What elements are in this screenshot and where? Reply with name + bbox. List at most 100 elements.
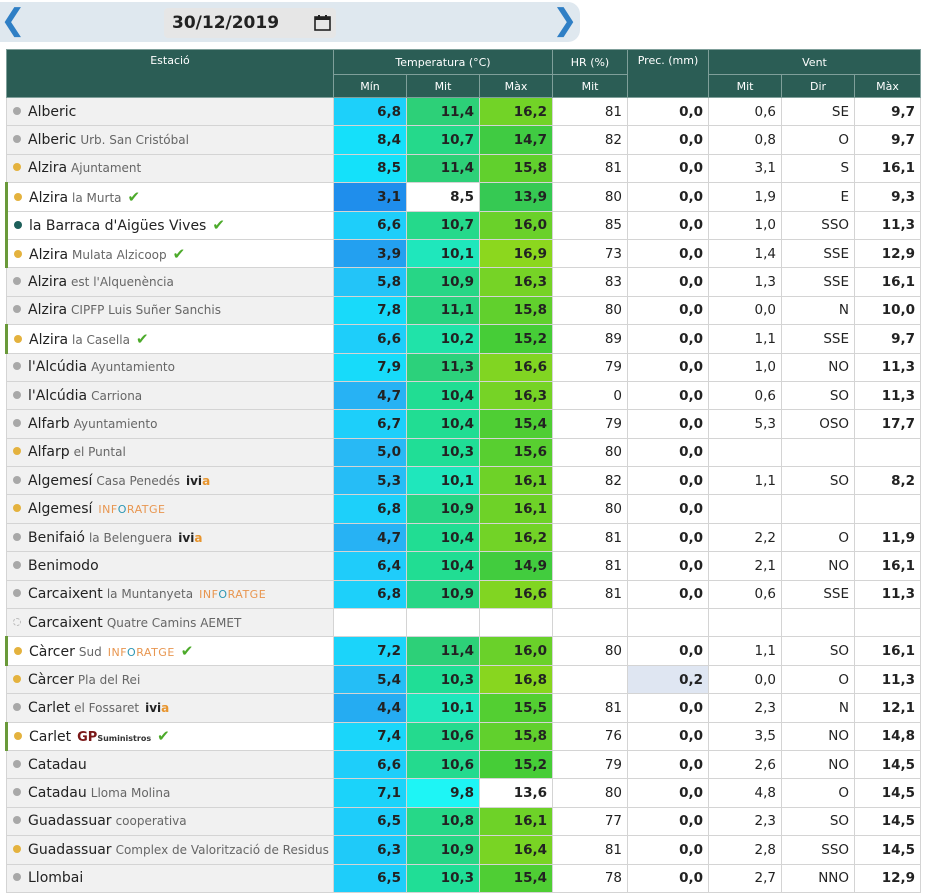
station-name: Alzira <box>29 189 69 206</box>
wind-mit-cell: 2,1 <box>708 551 783 581</box>
check-icon: ✔ <box>212 216 225 235</box>
precipitation-cell: 0,0 <box>627 806 710 837</box>
table-row[interactable]: Carcaixent Quatre Camins AEMET <box>6 608 922 638</box>
table-row[interactable]: Alberic Urb. San Cristóbal 8,4 10,7 14,7 82 0,… <box>6 125 922 155</box>
table-row[interactable]: Alberic 6,8 11,4 16,2 81 0,0 0,6 SE 9,7 <box>6 96 922 127</box>
table-row[interactable]: Càrcer Pla del Rei 5,4 10,3 16,8 0,2 0,0 O 11,3 <box>6 664 922 695</box>
table-row[interactable]: Guadassuar Complex de Valorització de Res… <box>6 835 922 865</box>
table-row[interactable]: Alfarp el Puntal 5,0 10,3 15,6 80 0,0 <box>6 437 922 468</box>
table-row[interactable]: Benimodo 6,4 10,4 14,9 81 0,0 2,1 NO 16,1 <box>6 551 922 581</box>
station-cell[interactable]: Alzira Ajuntament <box>6 153 334 184</box>
chevron-left-icon[interactable]: ❮ <box>0 3 26 38</box>
temp-min-cell: 5,0 <box>333 437 407 468</box>
table-row[interactable]: Carlet GPSuministros ✔ 7,4 10,6 15,8 76 0,0 3,5 N… <box>5 721 922 751</box>
table-row[interactable]: Alzira Ajuntament 8,5 11,4 15,8 81 0,0 3,1 S 16,1 <box>6 153 922 184</box>
table-row[interactable]: Benifaió la Belenguera ivia 4,7 10,4 16,2 81 0,… <box>6 522 922 553</box>
calendar-icon[interactable] <box>314 15 331 31</box>
station-cell[interactable]: Alfarb Ayuntamiento <box>6 409 334 439</box>
wind-dir-cell: NO <box>781 551 856 581</box>
station-location: la Belenguera <box>88 530 173 545</box>
status-dot <box>13 816 21 825</box>
table-row[interactable]: la Barraca d'Aigües Vives ✔ 6,6 10,7 16,0 85 0… <box>5 210 922 240</box>
station-cell[interactable]: Catadau <box>6 749 334 780</box>
status-dot <box>13 135 21 144</box>
station-cell[interactable]: Carcaixent la Muntanyeta INFORATGE <box>6 579 334 610</box>
table-row[interactable]: Algemesí Casa Penedés ivia 5,3 10,1 16,1 82 0,0… <box>6 466 922 496</box>
table-row[interactable]: Catadau Lloma Molina 7,1 9,8 13,6 80 0,0 4,8 O 14… <box>6 778 922 808</box>
table-row[interactable]: Alzira la Casella ✔ 6,6 10,2 15,2 89 0,0 1,1 SSE 9… <box>5 324 922 354</box>
wind-mit-cell: 4,8 <box>708 778 783 808</box>
station-location: la Muntanyeta <box>106 587 194 602</box>
wind-mit-cell <box>708 437 783 468</box>
station-cell[interactable]: Algemesí Casa Penedés ivia <box>6 466 334 496</box>
status-dot <box>13 674 21 683</box>
station-cell[interactable]: Benimodo <box>6 551 334 581</box>
station-name: l'Alcúdia <box>28 359 88 376</box>
station-cell[interactable]: l'Alcúdia Ayuntamiento <box>6 352 334 382</box>
station-cell[interactable]: Catadau Lloma Molina <box>6 778 334 808</box>
station-cell[interactable]: Carcaixent Quatre Camins AEMET <box>6 608 334 638</box>
wind-dir-cell: O <box>781 664 856 695</box>
temp-mit-cell: 10,6 <box>406 749 480 780</box>
temp-mit-cell: 10,7 <box>406 210 480 240</box>
station-cell[interactable]: Llombai <box>6 863 334 893</box>
station-cell[interactable]: Benifaió la Belenguera ivia <box>6 522 334 553</box>
station-cell[interactable]: Alberic <box>6 96 334 127</box>
inforatge-logo-accent: O <box>218 588 228 602</box>
station-cell[interactable]: Guadassuar cooperativa <box>6 806 334 837</box>
station-cell[interactable]: Càrcer Sud INFORATGE ✔ <box>5 636 334 666</box>
chevron-right-icon[interactable]: ❯ <box>552 3 578 38</box>
station-cell[interactable]: Alzira est l'Alquenència <box>6 267 334 297</box>
humidity-cell: 81 <box>552 96 629 127</box>
station-cell[interactable]: Alzira CIPFP Luis Suñer Sanchis <box>6 295 334 326</box>
temp-max-cell: 16,0 <box>478 636 554 666</box>
table-row[interactable]: Carcaixent la Muntanyeta INFORATGE 6,8 10,9 1… <box>6 579 922 610</box>
station-cell[interactable]: la Barraca d'Aigües Vives ✔ <box>5 210 334 240</box>
station-location: Ayuntamiento <box>73 416 158 431</box>
station-cell[interactable]: Carlet el Fossaret ivia <box>6 693 334 723</box>
table-row[interactable]: Guadassuar cooperativa 6,5 10,8 16,1 77 0,0 2,3… <box>6 806 922 837</box>
temp-max-cell: 15,8 <box>478 721 554 751</box>
table-row[interactable]: Catadau 6,6 10,6 15,2 79 0,0 2,6 NO 14,5 <box>6 749 922 780</box>
humidity-cell: 89 <box>552 324 629 354</box>
table-row[interactable]: Alzira la Murta ✔ 3,1 8,5 13,9 80 0,0 1,9 E 9,3 <box>5 182 922 212</box>
station-cell[interactable]: Càrcer Pla del Rei <box>6 664 334 695</box>
date-input[interactable]: 30/12/2019 <box>164 8 336 38</box>
table-row[interactable]: Llombai 6,5 10,3 15,4 78 0,0 2,7 NNO 12,9 <box>6 863 922 893</box>
temp-min-cell: 6,3 <box>333 835 407 865</box>
status-dot <box>14 732 22 741</box>
table-row[interactable]: l'Alcúdia Carriona 4,7 10,4 16,3 0 0,0 0,6 SO 11,… <box>6 380 922 411</box>
station-cell[interactable]: Alberic Urb. San Cristóbal <box>6 125 334 155</box>
temp-mit-cell: 9,8 <box>406 778 480 808</box>
station-cell[interactable]: Alzira la Murta ✔ <box>5 182 334 212</box>
station-cell[interactable]: Guadassuar Complex de Valorització de Res… <box>6 835 334 865</box>
table-row[interactable]: Carlet el Fossaret ivia 4,4 10,1 15,5 81 0,0 2,3… <box>6 693 922 723</box>
table-row[interactable]: Càrcer Sud INFORATGE ✔ 7,2 11,4 16,0 80 0,0 1,1 SO… <box>5 636 922 666</box>
table-row[interactable]: Algemesí INFORATGE 6,8 10,9 16,1 80 0,0 <box>6 494 922 524</box>
station-cell[interactable]: Alzira la Casella ✔ <box>5 324 334 354</box>
station-cell[interactable]: Alzira Mulata Alzicoop ✔ <box>5 238 334 269</box>
table-row[interactable]: Alzira est l'Alquenència 5,8 10,9 16,3 83 0,0 1… <box>6 267 922 297</box>
temp-min-cell: 3,9 <box>333 238 407 269</box>
table-row[interactable]: l'Alcúdia Ayuntamiento 7,9 11,3 16,6 79 0,0 1,0… <box>6 352 922 382</box>
temp-min-cell: 7,2 <box>333 636 407 666</box>
temp-min-cell: 5,4 <box>333 664 407 695</box>
temp-max-cell: 16,6 <box>478 579 554 610</box>
temp-max-cell <box>478 608 554 638</box>
table-row[interactable]: Alzira CIPFP Luis Suñer Sanchis 7,8 11,1 15,… <box>6 295 922 326</box>
humidity-cell: 79 <box>552 352 629 382</box>
humidity-cell: 81 <box>552 579 629 610</box>
station-cell[interactable]: Algemesí INFORATGE <box>6 494 334 524</box>
temp-mit-cell: 10,3 <box>406 863 480 893</box>
station-cell[interactable]: Carlet GPSuministros ✔ <box>5 721 334 751</box>
status-dot <box>14 221 22 230</box>
table-row[interactable]: Alfarb Ayuntamiento 6,7 10,4 15,4 79 0,0 5,3 OSO… <box>6 409 922 439</box>
temp-mit-cell: 10,9 <box>406 267 480 297</box>
station-name: l'Alcúdia <box>28 387 88 404</box>
station-cell[interactable]: l'Alcúdia Carriona <box>6 380 334 411</box>
wind-max-cell: 12,1 <box>854 693 922 723</box>
table-row[interactable]: Alzira Mulata Alzicoop ✔ 3,9 10,1 16,9 73 0,0 1,… <box>5 238 922 269</box>
station-cell[interactable]: Alfarp el Puntal <box>6 437 334 468</box>
wind-dir-cell: SSE <box>781 324 856 354</box>
temp-max-cell: 14,9 <box>478 551 554 581</box>
